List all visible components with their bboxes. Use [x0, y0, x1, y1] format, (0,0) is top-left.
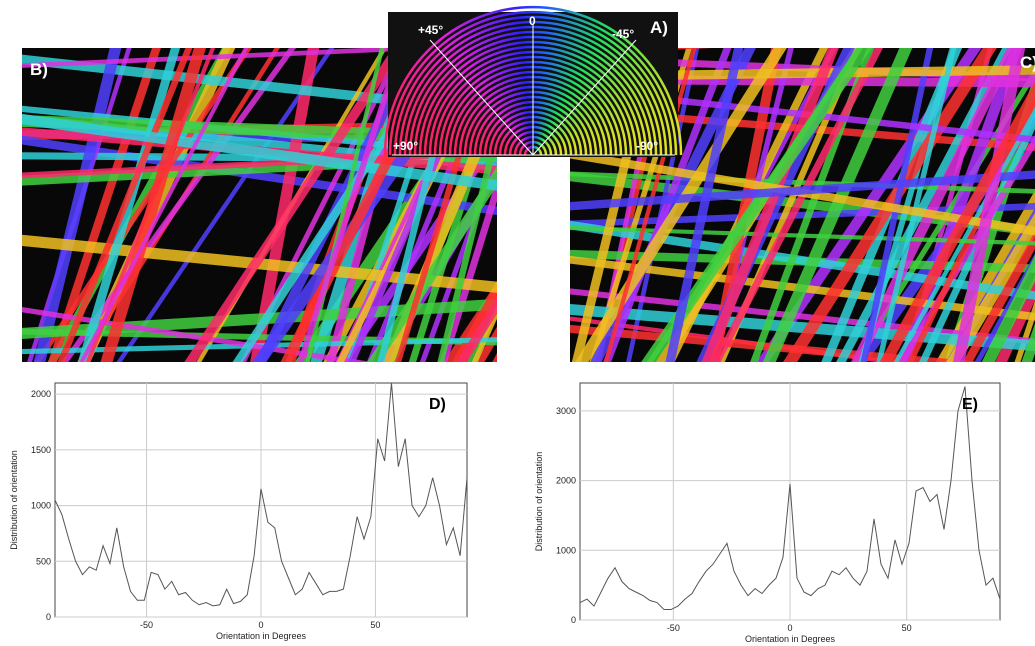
- angle-label: +90°: [393, 139, 418, 153]
- x-tick-label: 50: [902, 623, 912, 633]
- fiber: [762, 48, 913, 362]
- panel-label: C): [1020, 53, 1035, 72]
- angle-label: 0: [529, 14, 536, 28]
- fiber: [893, 106, 1035, 362]
- y-tick-label: 1500: [31, 445, 51, 455]
- arc: [393, 15, 673, 156]
- y-tick-label: 0: [46, 612, 51, 622]
- arc: [388, 10, 678, 156]
- x-tick-label: -50: [140, 620, 153, 630]
- x-axis-label: Orientation in Degrees: [216, 631, 307, 641]
- fiber: [850, 48, 1019, 362]
- angle-label: -90°: [636, 139, 658, 153]
- chart-label: E): [962, 396, 978, 413]
- arc: [398, 20, 668, 156]
- fiber: [22, 48, 469, 68]
- x-tick-label: 0: [258, 620, 263, 630]
- fiber: [575, 48, 787, 362]
- fiber: [570, 225, 1035, 246]
- fiber: [570, 171, 1035, 194]
- fiber: [603, 48, 697, 362]
- y-tick-label: 2000: [31, 389, 51, 399]
- y-axis-label: Distribution of orientation: [534, 452, 544, 552]
- x-axis-label: Orientation in Degrees: [745, 634, 836, 644]
- fiber: [452, 280, 497, 362]
- y-tick-label: 3000: [556, 406, 576, 416]
- fiber: [570, 304, 1035, 352]
- y-tick-label: 1000: [31, 501, 51, 511]
- fiber: [962, 231, 1035, 362]
- y-tick-label: 500: [36, 556, 51, 566]
- data-line: [54, 382, 468, 607]
- y-axis-label: Distribution of orientation: [9, 450, 19, 550]
- angle-label: -45°: [612, 27, 634, 41]
- fiber: [456, 296, 497, 362]
- x-tick-label: -50: [667, 623, 680, 633]
- panel-label: B): [30, 60, 48, 79]
- x-tick-label: 0: [787, 623, 792, 633]
- fiber: [570, 170, 1035, 211]
- chart-label: D): [429, 396, 446, 413]
- fiber: [876, 48, 957, 362]
- fiber: [22, 113, 497, 191]
- fiber: [77, 48, 181, 362]
- arc: [383, 5, 683, 156]
- fiber: [79, 48, 249, 362]
- y-tick-label: 0: [571, 615, 576, 625]
- angle-lines: [392, 24, 675, 156]
- angle-label: +45°: [418, 23, 443, 37]
- fiber: [712, 48, 883, 362]
- y-tick-label: 2000: [556, 476, 576, 486]
- panel-label: A): [650, 18, 668, 37]
- fiber: [297, 48, 404, 362]
- fiber: [665, 48, 744, 362]
- fibers-b: [22, 48, 497, 362]
- fiber: [701, 48, 839, 362]
- fiber: [836, 48, 1012, 362]
- fiber: [100, 48, 206, 362]
- fiber: [946, 212, 1035, 362]
- fiber: [437, 118, 497, 362]
- fiber: [603, 48, 732, 362]
- fiber: [22, 307, 372, 362]
- fiber: [184, 48, 405, 362]
- fiber: [974, 253, 1035, 362]
- x-tick-label: 50: [370, 620, 380, 630]
- fiber: [57, 48, 193, 362]
- data-line: [579, 386, 1001, 611]
- fiber: [879, 81, 1035, 362]
- fiber: [953, 48, 1026, 362]
- fiber: [439, 177, 497, 362]
- fiber: [305, 48, 385, 362]
- fiber: [981, 255, 1035, 362]
- y-tick-label: 1000: [556, 545, 576, 555]
